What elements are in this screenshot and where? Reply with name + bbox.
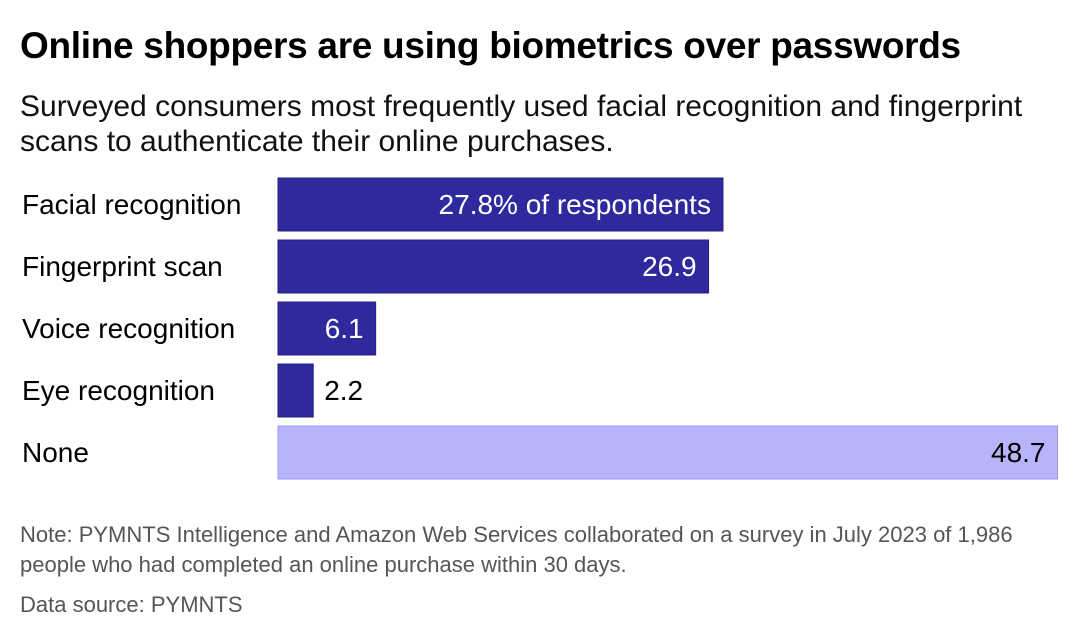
chart-title: Online shoppers are using biometrics ove… xyxy=(20,25,961,66)
value-label: 27.8% of respondents xyxy=(439,189,711,220)
bar-row: Voice recognition 6.1 xyxy=(22,301,377,356)
chart-subtitle: Surveyed consumers most frequently used … xyxy=(20,90,1023,158)
bar-chart: Facial recognition 27.8% of respondents Fi… xyxy=(22,177,1058,480)
category-label: Facial recognition xyxy=(22,189,241,220)
bar xyxy=(277,239,710,294)
bar xyxy=(277,177,724,232)
category-label: Eye recognition xyxy=(22,375,215,406)
bar-row: Eye recognition 2.2 xyxy=(22,363,363,418)
bar-row: Fingerprint scan 26.9 xyxy=(22,239,710,294)
value-label: 26.9 xyxy=(642,251,697,282)
value-label: 2.2 xyxy=(324,375,363,406)
bar-row: Facial recognition 27.8% of respondents xyxy=(22,177,724,232)
data-source: Data source: PYMNTS xyxy=(20,592,243,617)
value-label: 6.1 xyxy=(325,313,364,344)
category-label: Voice recognition xyxy=(22,313,235,344)
chart-note: Note: PYMNTS Intelligence and Amazon Web… xyxy=(20,522,1013,577)
bar-row: None 48.7 xyxy=(22,425,1058,480)
bar xyxy=(277,301,377,356)
category-label: None xyxy=(22,437,89,468)
value-label: 48.7 xyxy=(991,437,1046,468)
category-label: Fingerprint scan xyxy=(22,251,223,282)
bar xyxy=(277,425,1058,480)
bar xyxy=(277,363,314,418)
